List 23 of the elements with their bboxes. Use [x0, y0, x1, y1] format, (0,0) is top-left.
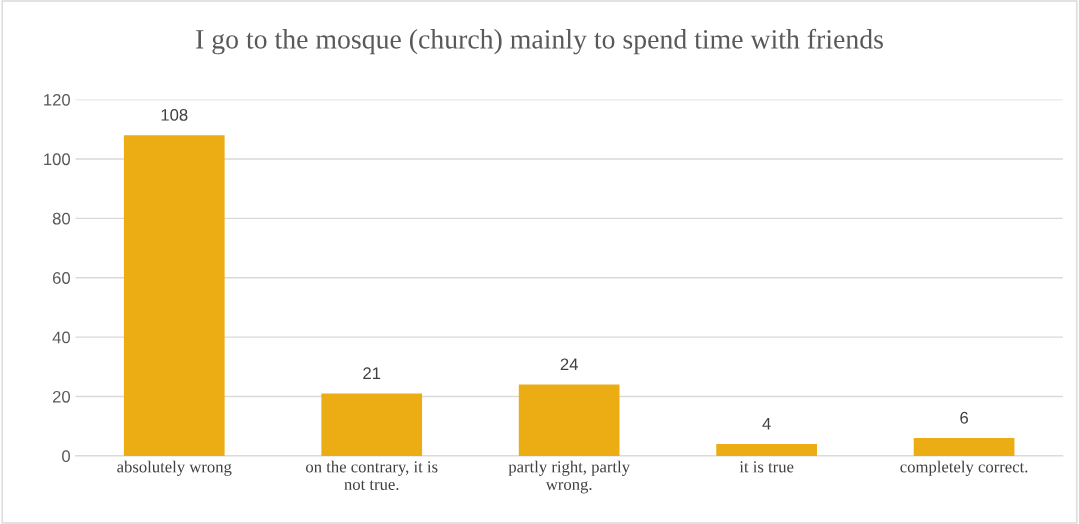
- data-label: 6: [960, 411, 968, 424]
- y-tick-label: 40: [52, 331, 71, 344]
- bar: [716, 444, 817, 456]
- data-label: 4: [762, 417, 771, 430]
- bar: [913, 438, 1015, 456]
- bar: [518, 384, 620, 456]
- data-label: 24: [560, 358, 578, 371]
- x-tick-label: it is true: [739, 461, 794, 473]
- y-tick-label: 60: [52, 272, 71, 284]
- data-label: 21: [363, 367, 381, 379]
- data-label: 108: [161, 108, 188, 121]
- y-tick-label: 100: [44, 153, 71, 166]
- y-tick-label: 20: [52, 390, 71, 403]
- x-tick-label: partly right, partly wrong.: [508, 460, 630, 494]
- x-tick-label: on the contrary, it is not true.: [306, 460, 438, 491]
- y-tick-label: 120: [44, 93, 71, 106]
- x-tick-label: absolutely wrong: [117, 460, 232, 476]
- chart-title: I go to the mosque (church) mainly to spend time with friends: [196, 28, 883, 55]
- x-tick-label: completely correct.: [900, 460, 1028, 476]
- y-tick-label: 0: [62, 450, 71, 463]
- bar: [123, 135, 225, 456]
- y-tick-label: 80: [52, 212, 71, 225]
- bar: [321, 393, 423, 456]
